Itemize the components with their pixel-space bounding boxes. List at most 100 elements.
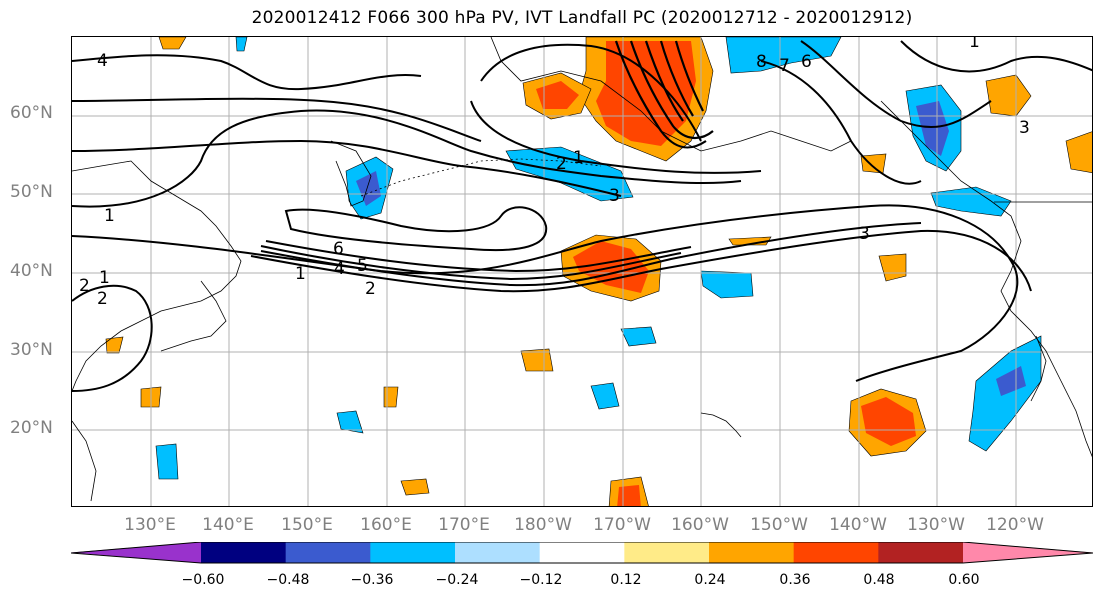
contour-tight-1 [614,40,707,149]
colorbar-segments [71,542,1093,563]
contour-label-6-jet: 6 [333,239,344,259]
lon-label-130e: 130°E [124,515,176,535]
colorbar-tick-m012: −0.12 [519,572,563,588]
colorbar-segment [285,542,371,563]
colorbar-segment [201,542,287,563]
anomaly-patch-small-pos-3 [400,478,430,496]
contour-label-4-jet: 4 [334,259,345,279]
anomaly-patch-small-neg-3 [336,410,364,434]
contour-north-1 [72,54,422,91]
pv-contours [72,40,1092,392]
contour-label-2-bering: 2 [556,154,567,174]
lon-label-160e: 160°E [360,515,412,535]
anomaly-core-alaska [596,41,696,146]
lon-label-130w: 130°W [907,515,965,535]
contour-label-7-gulf: 7 [779,56,790,76]
anomaly-patch-small-pos-7 [860,153,887,174]
contour-label-2-jet: 2 [365,279,376,299]
coast-philippines [72,420,97,502]
anomaly-patch-gulf-negative [725,37,842,74]
anomaly-patch-small-neg-1 [590,382,620,410]
contour-gulf-2 [470,100,762,174]
anomaly-core-baja-negative [996,366,1026,396]
colorbar-segment [624,542,710,563]
map-panel: 4 1 2 1 2 3 6 4 5 1 2 3 8 7 6 1 3 1 2 [71,36,1093,507]
colorbar-segment [455,542,541,563]
lat-label-20n: 20°N [10,418,53,438]
coast-hawaii [700,412,742,438]
anomaly-patch-small-pos-1 [520,348,554,372]
contour-jet-band-1 [260,245,682,281]
anomaly-core-kamchatka-negative [356,171,381,206]
lon-label-140w: 140°W [829,515,887,535]
contour-3-south [260,222,922,287]
colorbar-segment [370,542,456,563]
plot-title: 2020012412 F066 300 hPa PV, IVT Landfall… [251,8,913,28]
lon-label-150w: 150°W [750,515,808,535]
contour-label-3-ridge: 3 [859,224,870,244]
anomaly-patch-small-neg-5 [235,37,248,52]
lon-label-160w: 160°W [671,515,729,535]
map-canvas: 4 1 2 1 2 3 6 4 5 1 2 3 8 7 6 1 3 1 2 [72,37,1092,506]
anomaly-patch-small-pos-6 [105,336,124,354]
contour-label-1-west: 1 [104,206,115,226]
contour-closed-low [284,206,548,252]
contour-label-2-west: 2 [97,289,108,309]
lat-label-60n: 60°N [10,103,53,123]
lon-label-150e: 150°E [281,515,333,535]
contour-tight-4 [659,40,694,117]
coast-baja [1030,335,1047,402]
colorbar-outline [71,542,1093,564]
lon-label-180w: 180°W [514,515,572,535]
contour-ak-ridge-3 [900,40,1092,73]
colorbar-tick-m024: −0.24 [435,572,479,588]
colorbar-tick-p048: 0.48 [863,572,895,588]
contour-label-4-nw: 4 [97,51,108,71]
contour-tight-5 [674,40,704,112]
colorbar-segment [793,542,879,563]
contour-label-3-bering: 3 [609,186,620,206]
coast-japan [160,280,227,352]
colorbar-tick-m060: −0.60 [181,572,225,588]
contour-west-low [72,284,153,392]
colorbar-extend-high [963,542,1093,563]
anomaly-patch-small-neg-2 [620,326,657,347]
anomaly-patch-central-negative [700,270,754,299]
colorbar-segment [878,542,964,563]
anomaly-patch-bering-band [505,146,634,202]
contour-ridge-1 [72,109,742,208]
colorbar-extend-low [71,542,201,563]
contour-labels: 4 1 2 1 2 3 6 4 5 1 2 3 8 7 6 1 3 1 2 [79,37,1030,309]
contour-ak-ridge-1 [760,60,922,185]
contour-gulf-1 [480,43,702,142]
contour-label-6-gulf: 6 [801,52,812,72]
contour-jet-band-2 [265,240,692,273]
anomaly-patch-hawaii-east [878,253,907,282]
coast-north-america [880,100,1092,458]
lon-label-170e: 170°E [438,515,490,535]
anomaly-core-small-pos-2 [617,485,641,506]
colorbar-tick-m048: −0.48 [266,572,310,588]
contour-label-1-far-west: 1 [99,268,110,288]
colorbar-segment [539,542,625,563]
anomaly-fill-layer [105,37,1092,506]
colorbar-tick-p036: 0.36 [779,572,811,588]
colorbar-tick-m036: −0.36 [350,572,394,588]
lat-label-30n: 30°N [10,340,53,360]
anomaly-patch-ca-positive [1065,131,1092,173]
colorbar [71,542,1093,564]
contour-label-1-bering: 1 [573,148,584,168]
contour-tight-2 [629,40,714,139]
contour-label-8-gulf: 8 [756,52,767,72]
anomaly-patch-small-neg-4 [155,443,179,480]
coast-aleutians [360,158,602,197]
lat-label-50n: 50°N [10,182,53,202]
anomaly-patch-bc-positive [985,74,1032,117]
contour-north-2 [72,97,482,142]
colorbar-tick-p060: 0.60 [948,572,980,588]
colorbar-tick-p024: 0.24 [694,572,726,588]
lon-label-140e: 140°E [202,515,254,535]
colorbar-segment [709,542,795,563]
contour-label-3-ne: 3 [1019,118,1030,138]
lat-label-40n: 40°N [10,261,53,281]
